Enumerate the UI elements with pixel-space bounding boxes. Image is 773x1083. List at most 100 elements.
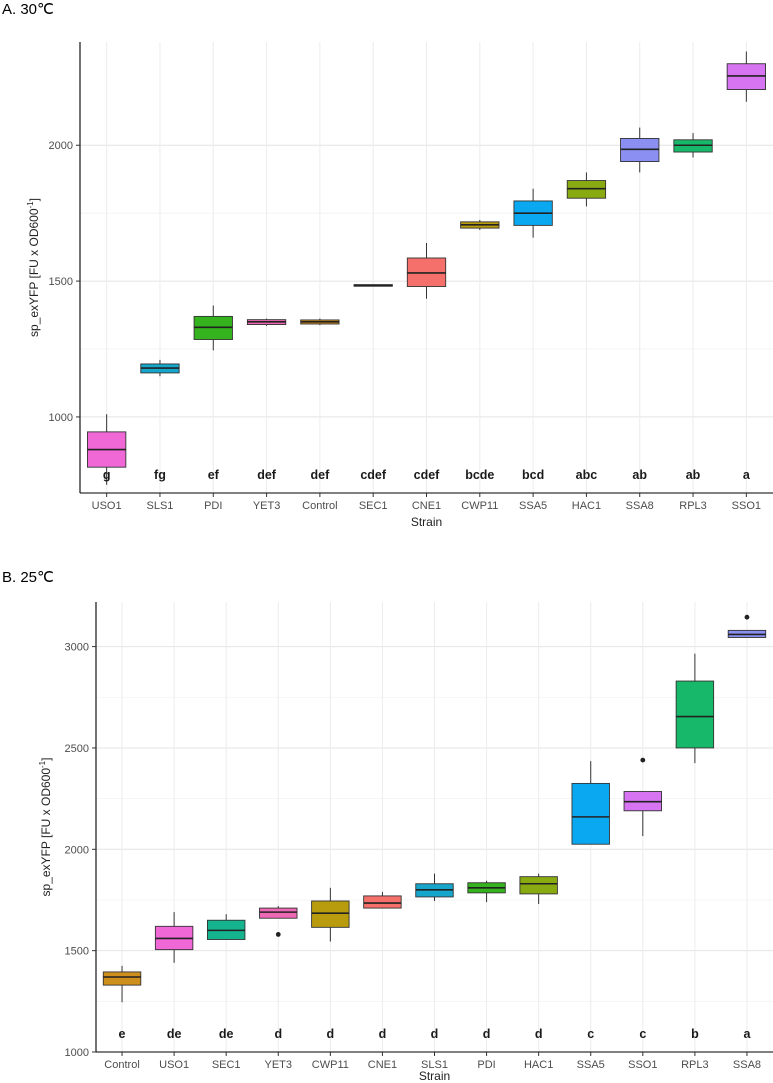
x-tick-label: RPL3	[679, 500, 707, 512]
box-sls1: fg SLS1	[140, 359, 180, 512]
y-axis-title-superscript: -1	[26, 201, 35, 209]
x-tick-label: USO1	[159, 1059, 189, 1071]
x-tick-label: SSA5	[577, 1059, 605, 1071]
x-tick-label: RPL3	[681, 1059, 709, 1071]
box-uso1: de USO1	[154, 912, 194, 1071]
y-tick-label: 3000	[65, 642, 89, 654]
y-axis-title-close: ]	[39, 758, 53, 761]
box-sec1: de SEC1	[206, 914, 246, 1071]
significance-letter: d	[327, 1027, 335, 1041]
x-tick-label: Control	[104, 1059, 139, 1071]
box-uso1: g USO1	[87, 414, 127, 512]
significance-letter: def	[257, 468, 277, 482]
y-tick-label: 2000	[65, 844, 89, 856]
significance-letter: bcde	[465, 468, 494, 482]
x-tick-label: SEC1	[359, 500, 388, 512]
significance-letter: def	[311, 468, 331, 482]
significance-letter: cdef	[360, 468, 387, 482]
x-tick-label: CNE1	[412, 500, 441, 512]
y-axis-title-main: sp_exYFP [FU x OD600	[39, 768, 53, 897]
x-tick-label: YET3	[265, 1059, 293, 1071]
box-sls1: d SLS1	[415, 873, 454, 1071]
y-axis-title-main: sp_exYFP [FU x OD600	[27, 208, 41, 337]
x-tick-label: SSO1	[628, 1059, 657, 1071]
y-tick-label: 1500	[65, 946, 89, 958]
x-tick-label: SSA5	[519, 500, 547, 512]
x-tick-label: PDI	[204, 500, 222, 512]
y-tick-label: 1500	[49, 276, 73, 288]
significance-letter: cdef	[414, 468, 441, 482]
significance-letter: de	[167, 1027, 182, 1041]
significance-letter: d	[274, 1027, 282, 1041]
x-tick-label: SEC1	[212, 1059, 241, 1071]
y-axis-title-superscript: -1	[38, 760, 47, 768]
significance-letter: de	[219, 1027, 234, 1041]
box-pdi: ef PDI	[193, 305, 233, 512]
significance-letter: a	[743, 468, 751, 482]
box-hac1: d HAC1	[519, 873, 558, 1071]
box-body	[311, 900, 350, 928]
panel-a-chart: 1000 1500 2000 g USO1 fg SLS1 ef PDI def YET3 def Co…	[26, 42, 773, 529]
y-axis-title-close: ]	[27, 198, 41, 201]
box-yet3: def YET3	[246, 318, 287, 512]
box-hac1: abc HAC1	[566, 172, 607, 512]
box-ssa8: ab SSA8	[620, 127, 660, 512]
box-rpl3: ab RPL3	[673, 133, 713, 512]
box-body	[571, 782, 610, 845]
x-tick-label: HAC1	[572, 500, 601, 512]
x-axis-title: Strain	[419, 1069, 450, 1083]
box-body	[102, 971, 142, 986]
x-tick-label: SSO1	[732, 500, 761, 512]
significance-letter: b	[691, 1027, 699, 1041]
significance-letter: ab	[686, 468, 701, 482]
box-cne1: cdef CNE1	[406, 243, 447, 512]
box-ssa5: bcd SSA5	[513, 188, 553, 512]
y-tick-label: 1000	[65, 1047, 89, 1059]
significance-letter: fg	[154, 468, 166, 482]
x-tick-label: CNE1	[368, 1059, 397, 1071]
significance-letter: ef	[208, 468, 220, 482]
x-tick-label: SSA8	[626, 500, 654, 512]
box-rpl3: b RPL3	[675, 653, 715, 1071]
significance-letter: ab	[632, 468, 647, 482]
panel-a-title: A. 30℃	[2, 1, 54, 18]
box-sec1: cdef SEC1	[353, 284, 393, 512]
outlier-point	[275, 932, 281, 937]
box-yet3: d YET3	[259, 906, 298, 1071]
significance-letter: bcd	[522, 468, 544, 482]
significance-letter: d	[431, 1027, 439, 1041]
outlier-point	[744, 614, 750, 620]
box-cwp11: bcde CWP11	[460, 219, 500, 512]
panel-b-title: B. 25℃	[2, 569, 54, 586]
x-tick-label: PDI	[477, 1059, 495, 1071]
x-tick-label: SLS1	[147, 500, 174, 512]
box-sso1: a SSO1	[726, 51, 766, 512]
significance-letter: abc	[576, 468, 598, 482]
x-axis-title: Strain	[411, 515, 442, 529]
outlier-point	[640, 757, 646, 763]
box-sso1: c SSO1	[623, 757, 663, 1071]
box-ssa5: c SSA5	[571, 761, 610, 1071]
significance-letter: g	[103, 468, 111, 482]
significance-letter: d	[535, 1027, 543, 1041]
x-tick-label: SSA8	[733, 1059, 761, 1071]
box-pdi: d PDI	[467, 880, 506, 1071]
significance-letter: a	[743, 1027, 751, 1041]
significance-letter: d	[379, 1027, 387, 1041]
box-ssa8: a SSA8	[727, 614, 767, 1071]
significance-letter: d	[483, 1027, 491, 1041]
x-tick-label: SLS1	[421, 1059, 448, 1071]
box-body	[259, 907, 298, 919]
box-body	[675, 680, 715, 749]
box-control: e Control	[102, 965, 142, 1071]
box-body	[519, 876, 558, 895]
box-cne1: d CNE1	[363, 891, 402, 1071]
significance-letter: e	[119, 1027, 126, 1041]
x-tick-label: CWP11	[461, 500, 498, 512]
box-control: def Control	[300, 318, 340, 512]
significance-letter: c	[587, 1027, 594, 1041]
y-tick-label: 2000	[49, 140, 73, 152]
x-tick-label: CWP11	[312, 1059, 349, 1071]
y-tick-label: 1000	[49, 412, 73, 424]
